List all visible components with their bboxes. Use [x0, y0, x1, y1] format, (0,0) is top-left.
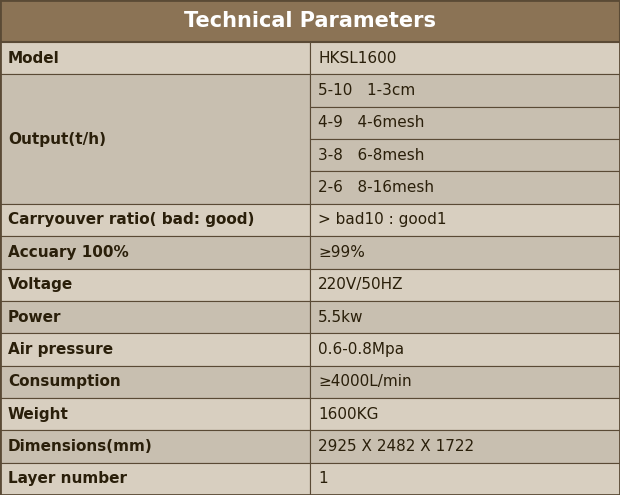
Bar: [310, 463, 620, 495]
Text: HKSL1600: HKSL1600: [318, 50, 396, 66]
Text: 3-8   6-8mesh: 3-8 6-8mesh: [318, 148, 424, 163]
Text: Power: Power: [8, 309, 61, 325]
Bar: [310, 139, 620, 171]
Bar: [0, 463, 310, 495]
Bar: [0, 398, 310, 430]
Text: 220V/50HZ: 220V/50HZ: [318, 277, 404, 292]
Bar: [310, 301, 620, 333]
Bar: [310, 236, 620, 268]
Bar: [0, 236, 310, 268]
Bar: [0, 333, 310, 366]
Text: Consumption: Consumption: [8, 374, 121, 389]
Bar: [0, 430, 310, 463]
Text: Voltage: Voltage: [8, 277, 73, 292]
Text: 1: 1: [318, 471, 327, 486]
Text: Air pressure: Air pressure: [8, 342, 113, 357]
Text: ≥4000L/min: ≥4000L/min: [318, 374, 412, 389]
Text: Output(t/h): Output(t/h): [8, 132, 106, 147]
Bar: [0, 301, 310, 333]
Bar: [310, 366, 620, 398]
Text: Accuary 100%: Accuary 100%: [8, 245, 129, 260]
Text: Dimensions(mm): Dimensions(mm): [8, 439, 153, 454]
Text: Technical Parameters: Technical Parameters: [184, 11, 436, 31]
Bar: [310, 171, 620, 204]
Bar: [0, 366, 310, 398]
Text: 1600KG: 1600KG: [318, 406, 378, 422]
Text: 2-6   8-16mesh: 2-6 8-16mesh: [318, 180, 434, 195]
Text: Carryouver ratio( bad: good): Carryouver ratio( bad: good): [8, 212, 254, 228]
Text: ≥99%: ≥99%: [318, 245, 365, 260]
Text: 5-10   1-3cm: 5-10 1-3cm: [318, 83, 415, 98]
Bar: [310, 398, 620, 430]
Text: 0.6-0.8Mpa: 0.6-0.8Mpa: [318, 342, 404, 357]
Bar: [310, 204, 620, 236]
Bar: [310, 333, 620, 366]
Bar: [0, 268, 310, 301]
Text: Weight: Weight: [8, 406, 69, 422]
Bar: [310, 268, 620, 301]
Text: Layer number: Layer number: [8, 471, 127, 486]
Text: Model: Model: [8, 50, 60, 66]
Text: 4-9   4-6mesh: 4-9 4-6mesh: [318, 115, 424, 130]
Text: 5.5kw: 5.5kw: [318, 309, 363, 325]
Bar: [0, 42, 310, 74]
Bar: [0, 0, 620, 42]
Bar: [310, 107, 620, 139]
Bar: [310, 430, 620, 463]
Bar: [310, 74, 620, 107]
Text: 2925 X 2482 X 1722: 2925 X 2482 X 1722: [318, 439, 474, 454]
Bar: [0, 204, 310, 236]
Bar: [310, 42, 620, 74]
Bar: [0, 74, 310, 204]
Text: > bad10 : good1: > bad10 : good1: [318, 212, 446, 228]
